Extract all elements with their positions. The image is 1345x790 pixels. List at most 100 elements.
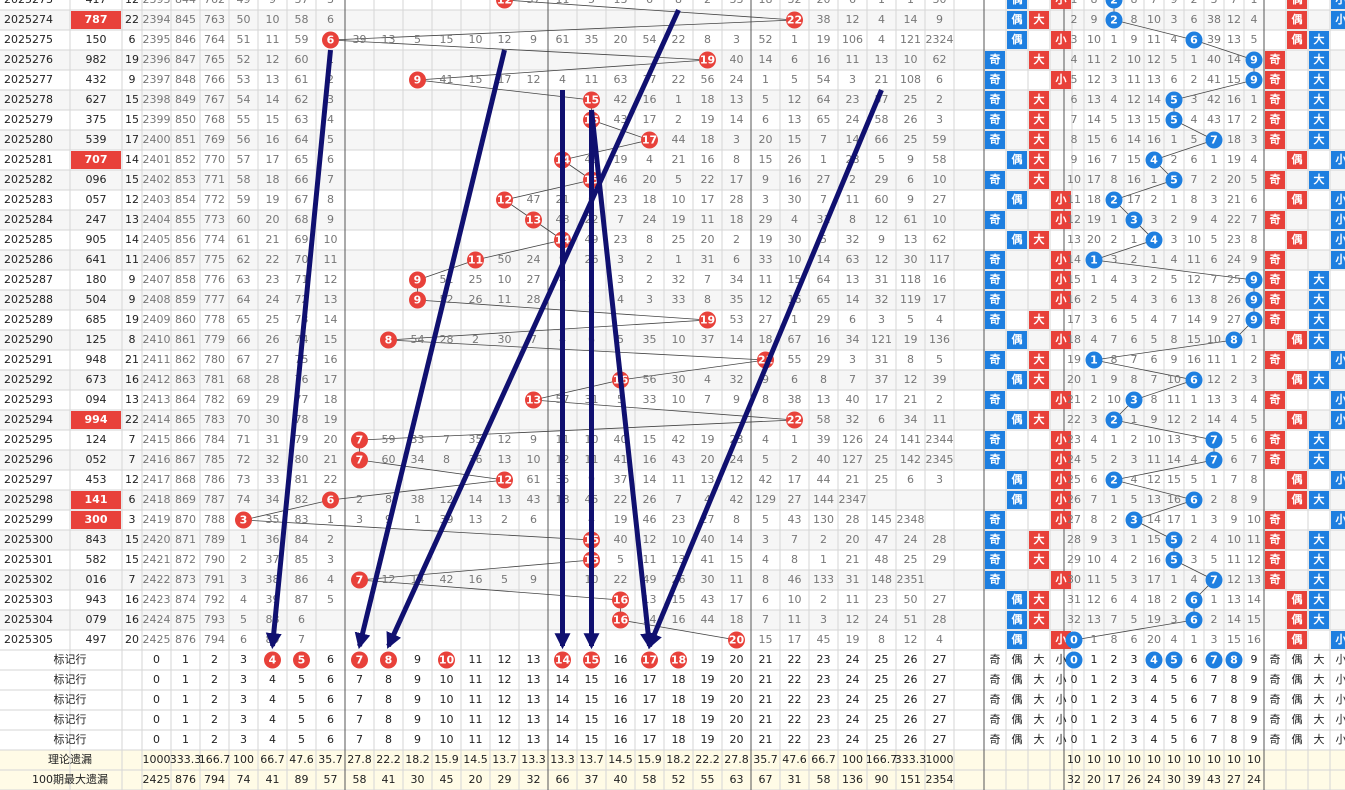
omission-value: 44 bbox=[701, 613, 715, 626]
omission-value: 2 bbox=[327, 533, 334, 546]
digit-hit-ball bbox=[1225, 331, 1243, 349]
digit-omission: 9 bbox=[1251, 253, 1258, 266]
parity-label: 偶 bbox=[1012, 232, 1023, 246]
omission-value: 2418 bbox=[143, 493, 171, 506]
digit-omission: 6 bbox=[1111, 593, 1118, 606]
row-background bbox=[0, 290, 1345, 310]
sum-hit-label: 19 bbox=[700, 314, 715, 327]
digit-omission: 10 bbox=[1247, 513, 1261, 526]
digit-omission: 1 bbox=[1211, 153, 1218, 166]
parity-col-label: 奇 bbox=[990, 733, 1001, 746]
zone-col-label: 26 bbox=[904, 673, 918, 686]
period-label: 2025276 bbox=[4, 53, 53, 66]
mark-ball bbox=[554, 651, 571, 669]
digit-col-label: 1 bbox=[1091, 733, 1098, 746]
omission-value: 846 bbox=[175, 33, 196, 46]
digit-col-label: 8 bbox=[1231, 673, 1238, 686]
omission-value: 5 bbox=[762, 513, 769, 526]
omission-value: 853 bbox=[175, 173, 196, 186]
parity-label: 偶 bbox=[1012, 492, 1023, 506]
omission-value: 24 bbox=[875, 613, 889, 626]
omission-value: 39 bbox=[353, 33, 367, 46]
omission-value: 11 bbox=[701, 213, 715, 226]
digit-omission: 3 bbox=[1151, 213, 1158, 226]
omission-value: 58 bbox=[295, 13, 309, 26]
tail-parity-label: 偶 bbox=[1292, 592, 1303, 606]
omission-value: 5 bbox=[588, 0, 595, 6]
theory-digit-value: 10 bbox=[1087, 753, 1101, 766]
digit-omission: 2 bbox=[1151, 193, 1158, 206]
sum-value: 6 bbox=[129, 493, 136, 506]
parity-badge bbox=[1007, 0, 1027, 9]
omission-value: 22 bbox=[672, 73, 686, 86]
omission-value: 17 bbox=[324, 373, 338, 386]
omission-value: 34 bbox=[730, 273, 744, 286]
sum-hit-label: 8 bbox=[385, 334, 393, 347]
digit-hit-ball bbox=[1205, 131, 1223, 149]
omission-value: 7 bbox=[617, 213, 624, 226]
size-badge bbox=[1029, 11, 1049, 29]
row-background bbox=[0, 90, 1345, 110]
tail-parity-label: 偶 bbox=[1292, 612, 1303, 626]
size-badge bbox=[1051, 291, 1071, 309]
zone-col-label: 12 bbox=[498, 733, 512, 746]
omission-value: 66 bbox=[237, 333, 251, 346]
zone-col-label: 18 bbox=[672, 713, 686, 726]
digit-omission: 25 bbox=[1227, 273, 1241, 286]
parity-label: 奇 bbox=[990, 292, 1001, 306]
digit-trend-line bbox=[1133, 379, 1195, 401]
parity-badge bbox=[1007, 491, 1027, 509]
parity-badge bbox=[985, 271, 1005, 289]
omission-value: 25 bbox=[266, 313, 280, 326]
parity-badge bbox=[985, 51, 1005, 69]
omission-value: 30 bbox=[933, 0, 947, 6]
digit-omission: 21 bbox=[1227, 193, 1241, 206]
omission-value: 31 bbox=[875, 273, 889, 286]
tail-size-label: 大 bbox=[1314, 452, 1325, 466]
omission-value: 15 bbox=[788, 133, 802, 146]
period-label: 2025298 bbox=[4, 493, 53, 506]
digit-omission: 5 bbox=[1071, 73, 1078, 86]
omission-value: 1 bbox=[820, 553, 827, 566]
tail-size-label: 大 bbox=[1314, 292, 1325, 306]
omission-value: 8 bbox=[791, 553, 798, 566]
omission-value: 7 bbox=[704, 393, 711, 406]
omission-value: 70 bbox=[295, 253, 309, 266]
zone-col-label: 13 bbox=[527, 693, 541, 706]
digit-omission: 9 bbox=[1091, 13, 1098, 26]
parity-col-label: 大 bbox=[1034, 692, 1045, 706]
digit-omission: 11 bbox=[1247, 533, 1261, 546]
omission-value: 23 bbox=[266, 273, 280, 286]
omission-value: 33 bbox=[672, 293, 686, 306]
tail-parity-label: 奇 bbox=[1270, 272, 1281, 286]
omission-value: 14 bbox=[846, 293, 860, 306]
draw-number: 504 bbox=[86, 293, 107, 306]
omission-value: 59 bbox=[237, 193, 251, 206]
parity-badge bbox=[1007, 331, 1027, 349]
digit-hit-label: 5 bbox=[1170, 114, 1178, 127]
digit-omission: 9 bbox=[1171, 0, 1178, 6]
tail-size-badge bbox=[1331, 251, 1345, 269]
omission-value: 8 bbox=[820, 373, 827, 386]
omission-value: 1 bbox=[907, 0, 914, 6]
mark-ball-label: 8 bbox=[385, 654, 393, 667]
size-label: 大 bbox=[1034, 152, 1045, 166]
zone-col-label: 7 bbox=[356, 693, 363, 706]
digit-omission: 10 bbox=[1167, 373, 1181, 386]
digit-hit-label: 6 bbox=[1190, 34, 1198, 47]
omission-value: 28 bbox=[730, 193, 744, 206]
zone-col-label: 15 bbox=[585, 673, 599, 686]
digit-omission: 25 bbox=[1067, 473, 1081, 486]
omission-value: 848 bbox=[175, 73, 196, 86]
omission-value: 46 bbox=[643, 513, 657, 526]
sum-hit-label: 7 bbox=[356, 574, 364, 587]
omission-value: 2397 bbox=[143, 73, 171, 86]
omission-value: 774 bbox=[204, 233, 225, 246]
omission-value: 18 bbox=[730, 213, 744, 226]
digit-omission: 4 bbox=[1171, 33, 1178, 46]
tail-parity-badge bbox=[1265, 131, 1285, 149]
omission-value: 5 bbox=[820, 233, 827, 246]
digit-omission: 12 bbox=[1087, 593, 1101, 606]
size-label: 大 bbox=[1034, 372, 1045, 386]
omission-value: 876 bbox=[175, 633, 196, 646]
